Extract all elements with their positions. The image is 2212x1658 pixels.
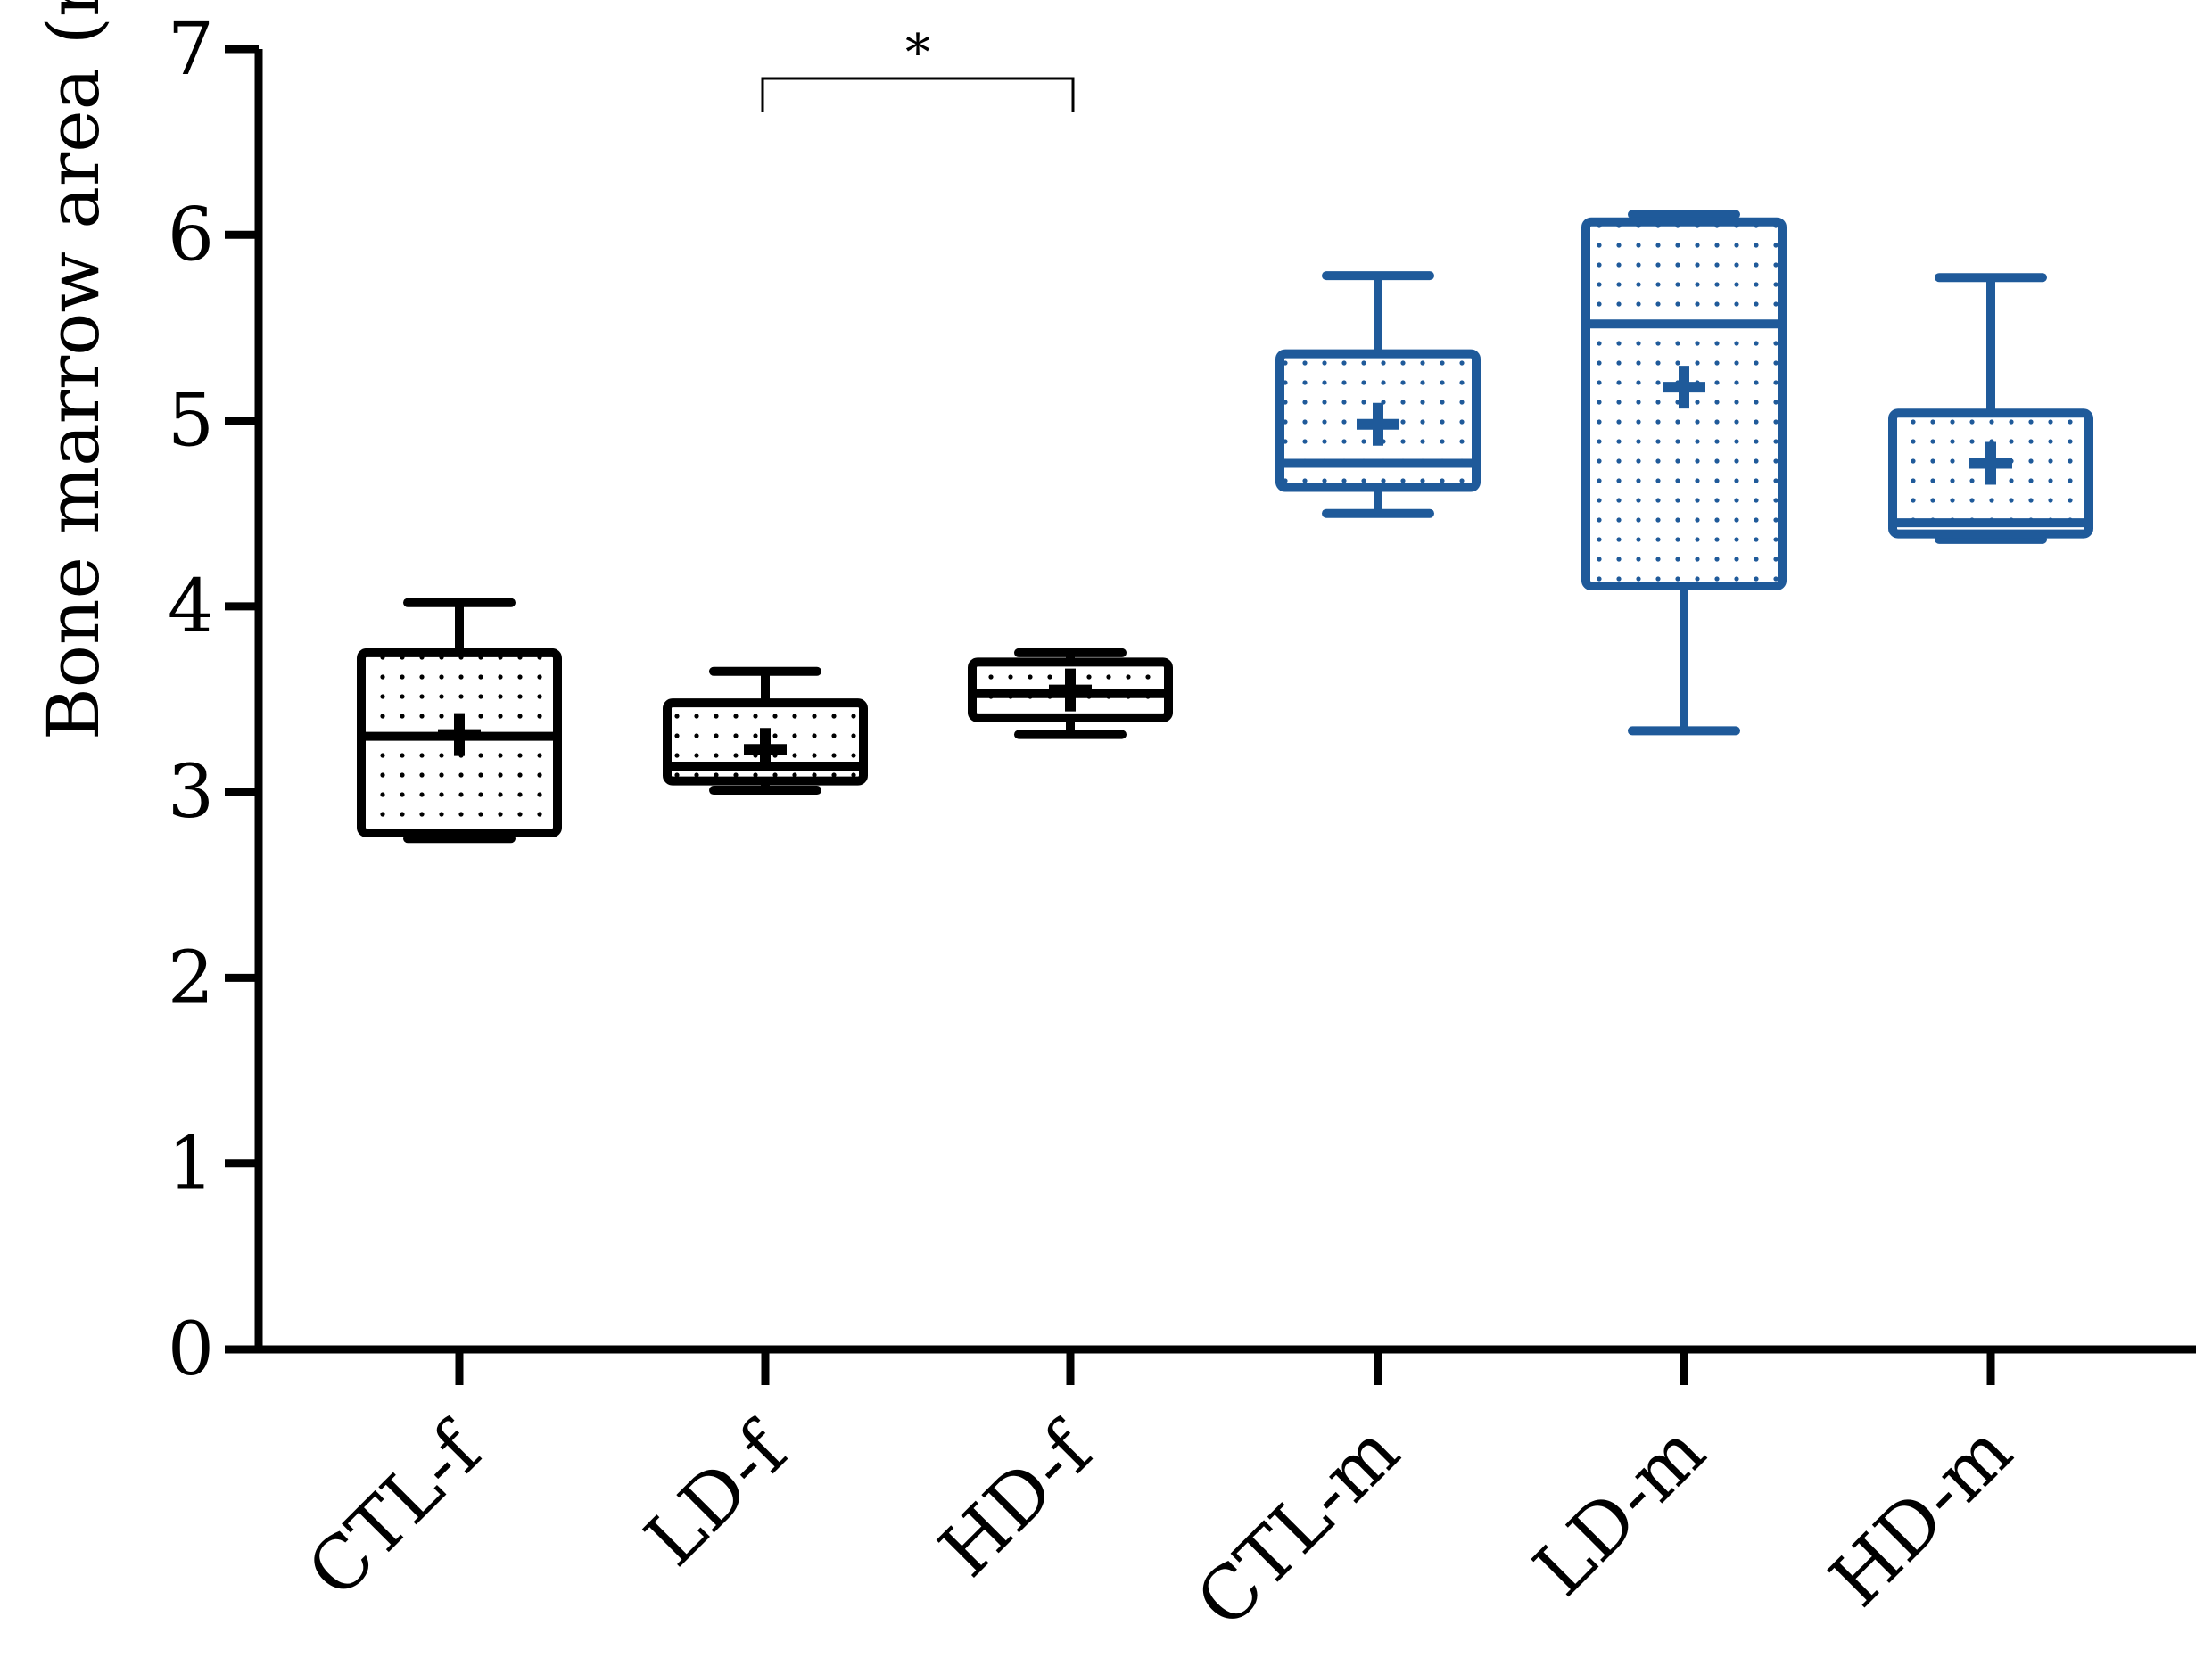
x-category-label-CTL-f: CTL-f: [292, 1406, 500, 1614]
y-tick-label-4: 4: [168, 565, 214, 649]
axes: [254, 49, 2196, 1354]
significance-star: *: [905, 24, 930, 82]
y-tick-label-3: 3: [168, 750, 214, 835]
y-tick-label-7: 7: [168, 7, 214, 92]
box-CTL-f: [357, 598, 562, 844]
box-HD-m: [1888, 273, 2093, 544]
x-category-label-LD-m: LD-m: [1518, 1409, 1721, 1613]
y-ticks: 0 1 2 3 4 5 6 7: [168, 7, 259, 1392]
y-tick-label-5: 5: [168, 379, 214, 464]
x-category-label-CTL-m: CTL-m: [1181, 1409, 1416, 1644]
bracket-line: [761, 77, 1075, 112]
box-LD-m: [1581, 210, 1787, 736]
y-tick-label-6: 6: [168, 193, 214, 277]
annotations: *: [761, 24, 1075, 112]
box-CTL-m: [1275, 271, 1481, 518]
x-ticks: CTL-f LD-f HD-f CTL-m LD-m HD-m: [292, 1349, 2028, 1644]
x-category-label-LD-f: LD-f: [630, 1406, 806, 1582]
y-tick-label-1: 1: [168, 1122, 214, 1207]
boxes: [357, 210, 2093, 844]
box-LD-f: [663, 666, 868, 796]
x-category-label-HD-m: HD-m: [1814, 1409, 2028, 1623]
y-tick-label-0: 0: [168, 1307, 214, 1392]
y-tick-label-2: 2: [168, 936, 214, 1020]
y-axis-title: Bone marrow area (mm2): [26, 0, 116, 740]
box-HD-f: [968, 648, 1173, 739]
significance-bracket: *: [761, 24, 1075, 112]
x-category-label-HD-f: HD-f: [924, 1406, 1111, 1593]
